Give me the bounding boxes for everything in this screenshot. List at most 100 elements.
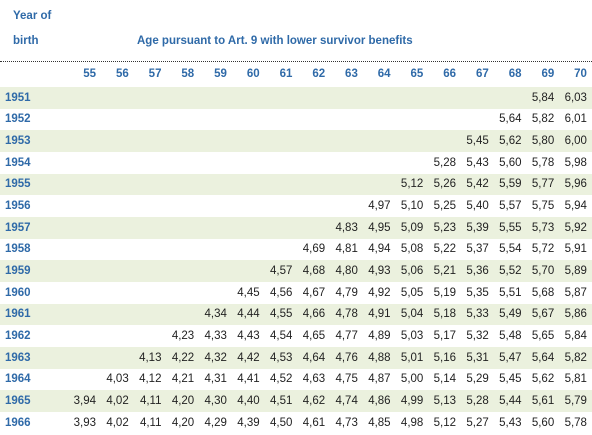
- cell-value: 5,86: [564, 308, 587, 321]
- row-year: 1966: [5, 416, 31, 429]
- cell-value: 4,75: [335, 373, 358, 386]
- cell-value: 5,62: [531, 373, 555, 386]
- cell-value: 5,37: [466, 243, 489, 256]
- cell-value: 5,96: [564, 178, 587, 191]
- cell-value: 5,21: [433, 264, 457, 277]
- cell-value: 4,95: [368, 221, 391, 234]
- cell-value: 4,63: [302, 373, 326, 386]
- row-year: 1956: [5, 199, 31, 212]
- cell-value: 5,16: [433, 351, 457, 364]
- cell-value: 4,52: [270, 373, 293, 386]
- row-year: 1962: [5, 329, 31, 342]
- cell-value: 5,05: [400, 286, 424, 299]
- cell-value: 5,12: [433, 416, 457, 429]
- cell-value: 4,73: [335, 416, 358, 429]
- cell-value: 5,48: [499, 329, 522, 342]
- cell-value: 4,03: [106, 373, 129, 386]
- cell-value: 5,12: [400, 178, 424, 191]
- cell-value: 4,42: [237, 351, 260, 364]
- cell-value: 4,56: [270, 286, 293, 299]
- cell-value: 4,81: [335, 243, 358, 256]
- cell-value: 5,72: [531, 243, 555, 256]
- column-header: 55: [83, 68, 96, 80]
- cell-value: 4,30: [204, 394, 227, 407]
- cell-value: 5,68: [531, 286, 555, 299]
- row-band: [0, 390, 592, 413]
- cell-value: 4,65: [302, 329, 326, 342]
- cell-value: 4,79: [335, 286, 358, 299]
- cell-value: 4,89: [368, 329, 391, 342]
- cell-value: 5,08: [400, 243, 424, 256]
- cell-value: 5,09: [400, 221, 424, 234]
- cell-value: 4,40: [237, 394, 260, 407]
- row-year: 1952: [5, 113, 31, 126]
- cell-value: 4,86: [368, 394, 391, 407]
- cell-value: 4,55: [270, 308, 293, 321]
- cell-value: 5,10: [400, 199, 424, 212]
- row-band: [0, 87, 592, 109]
- column-header: 60: [246, 68, 260, 80]
- cell-value: 5,23: [433, 221, 457, 234]
- cell-value: 4,64: [302, 351, 326, 364]
- cell-value: 4,76: [335, 351, 358, 364]
- cell-value: 3,93: [73, 416, 96, 429]
- column-header: 61: [279, 68, 293, 80]
- cell-value: 4,66: [302, 308, 326, 321]
- cell-value: 4,83: [335, 221, 358, 234]
- cell-value: 5,35: [466, 286, 489, 299]
- cell-value: 5,57: [499, 199, 522, 212]
- cell-value: 5,87: [564, 286, 587, 299]
- column-header: 57: [148, 68, 162, 80]
- row-year: 1963: [5, 351, 31, 364]
- cell-value: 5,98: [564, 156, 587, 169]
- cell-value: 5,78: [531, 156, 555, 169]
- cell-value: 5,33: [466, 308, 489, 321]
- cell-value: 5,78: [564, 416, 587, 429]
- cell-value: 5,45: [499, 373, 522, 386]
- cell-value: 6,00: [564, 134, 587, 147]
- cell-value: 4,94: [368, 243, 391, 256]
- cell-value: 5,92: [564, 221, 587, 234]
- row-band: [0, 173, 592, 196]
- cell-value: 5,52: [499, 264, 522, 277]
- cell-value: 4,12: [139, 373, 162, 386]
- cell-value: 4,20: [171, 416, 195, 429]
- cell-value: 5,31: [466, 351, 489, 364]
- cell-value: 5,43: [466, 156, 489, 169]
- table-title: Age pursuant to Art. 9 with lower surviv…: [137, 35, 413, 47]
- row-year: 1964: [5, 373, 31, 386]
- cell-value: 5,80: [531, 134, 555, 147]
- cell-value: 5,29: [466, 373, 489, 386]
- cell-value: 5,39: [466, 221, 489, 234]
- cell-value: 5,84: [531, 91, 555, 104]
- row-year: 1957: [5, 221, 31, 234]
- cell-value: 4,91: [368, 308, 391, 321]
- cell-value: 5,59: [499, 178, 522, 191]
- cell-value: 5,26: [433, 178, 457, 191]
- row-year: 1960: [5, 286, 31, 299]
- row-year: 1953: [5, 134, 31, 147]
- row-year: 1951: [5, 91, 31, 104]
- row-year: 1958: [5, 243, 31, 256]
- row-band: [0, 130, 592, 152]
- cell-value: 5,84: [564, 329, 587, 342]
- cell-value: 4,57: [270, 264, 293, 277]
- cell-value: 5,70: [531, 264, 555, 277]
- cell-value: 5,18: [433, 308, 457, 321]
- cell-value: 5,13: [433, 394, 457, 407]
- cell-value: 4,22: [171, 351, 195, 364]
- row-band: [0, 303, 592, 326]
- cell-value: 5,94: [564, 199, 587, 212]
- cell-value: 4,77: [335, 329, 358, 342]
- column-header: 66: [443, 68, 457, 80]
- cell-value: 4,11: [139, 394, 162, 407]
- cell-value: 4,21: [171, 373, 195, 386]
- cell-value: 5,44: [499, 394, 522, 407]
- cell-value: 5,27: [466, 416, 489, 429]
- cell-value: 4,80: [335, 264, 358, 277]
- cell-value: 5,40: [466, 199, 489, 212]
- cell-value: 5,55: [499, 221, 522, 234]
- cell-value: 4,54: [270, 329, 293, 342]
- cell-value: 5,32: [466, 329, 489, 342]
